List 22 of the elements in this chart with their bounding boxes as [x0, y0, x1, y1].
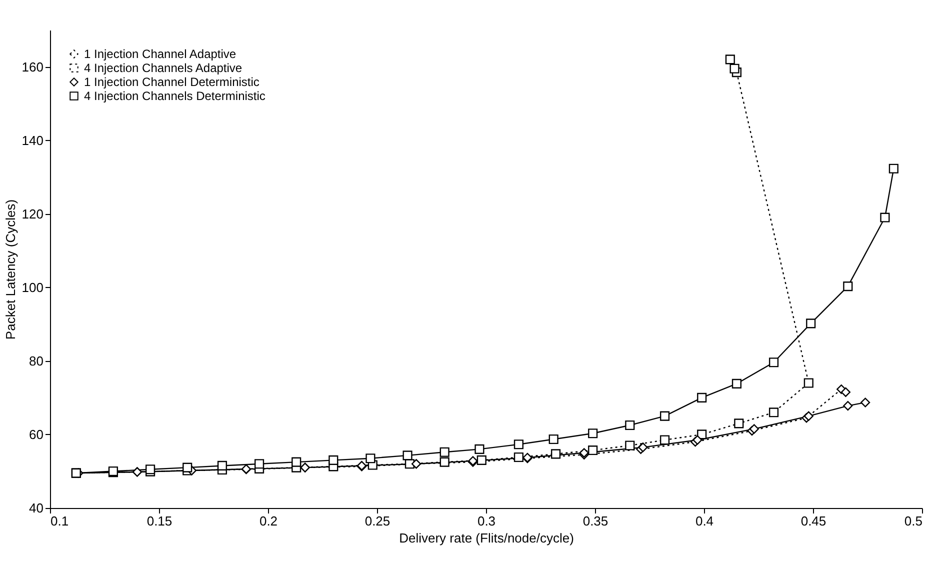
x-tick-label: 0.35: [582, 514, 608, 528]
legend-label: 4 Injection Channels Deterministic: [84, 89, 266, 103]
x-tick-label: 0.4: [695, 514, 714, 528]
x-tick-label: 0.45: [800, 514, 826, 528]
y-tick-label: 40: [29, 500, 44, 516]
legend-label: 1 Injection Channel Deterministic: [84, 75, 260, 89]
y-tick-label: 60: [29, 426, 44, 442]
x-tick-label: 0.25: [364, 514, 390, 528]
y-tick-label: 160: [22, 59, 44, 74]
y-axis-title: Packet Latency (Cycles): [2, 199, 18, 340]
y-tick-label: 120: [22, 206, 44, 222]
y-tick-label: 80: [29, 353, 44, 368]
x-tick-label: 0.5: [904, 514, 922, 528]
x-tick-label: 0.15: [146, 514, 172, 528]
y-tick-label: 140: [22, 132, 44, 148]
legend-label: 4 Injection Channels Adaptive: [84, 61, 242, 75]
x-tick-label: 0.3: [477, 514, 496, 528]
x-axis-title: Delivery rate (Flits/node/cycle): [399, 530, 574, 546]
y-tick-label: 100: [22, 280, 44, 295]
legend-label: 1 Injection Channel Adaptive: [84, 47, 236, 61]
x-tick-label: 0.1: [50, 514, 69, 528]
x-tick-label: 0.2: [259, 514, 278, 528]
